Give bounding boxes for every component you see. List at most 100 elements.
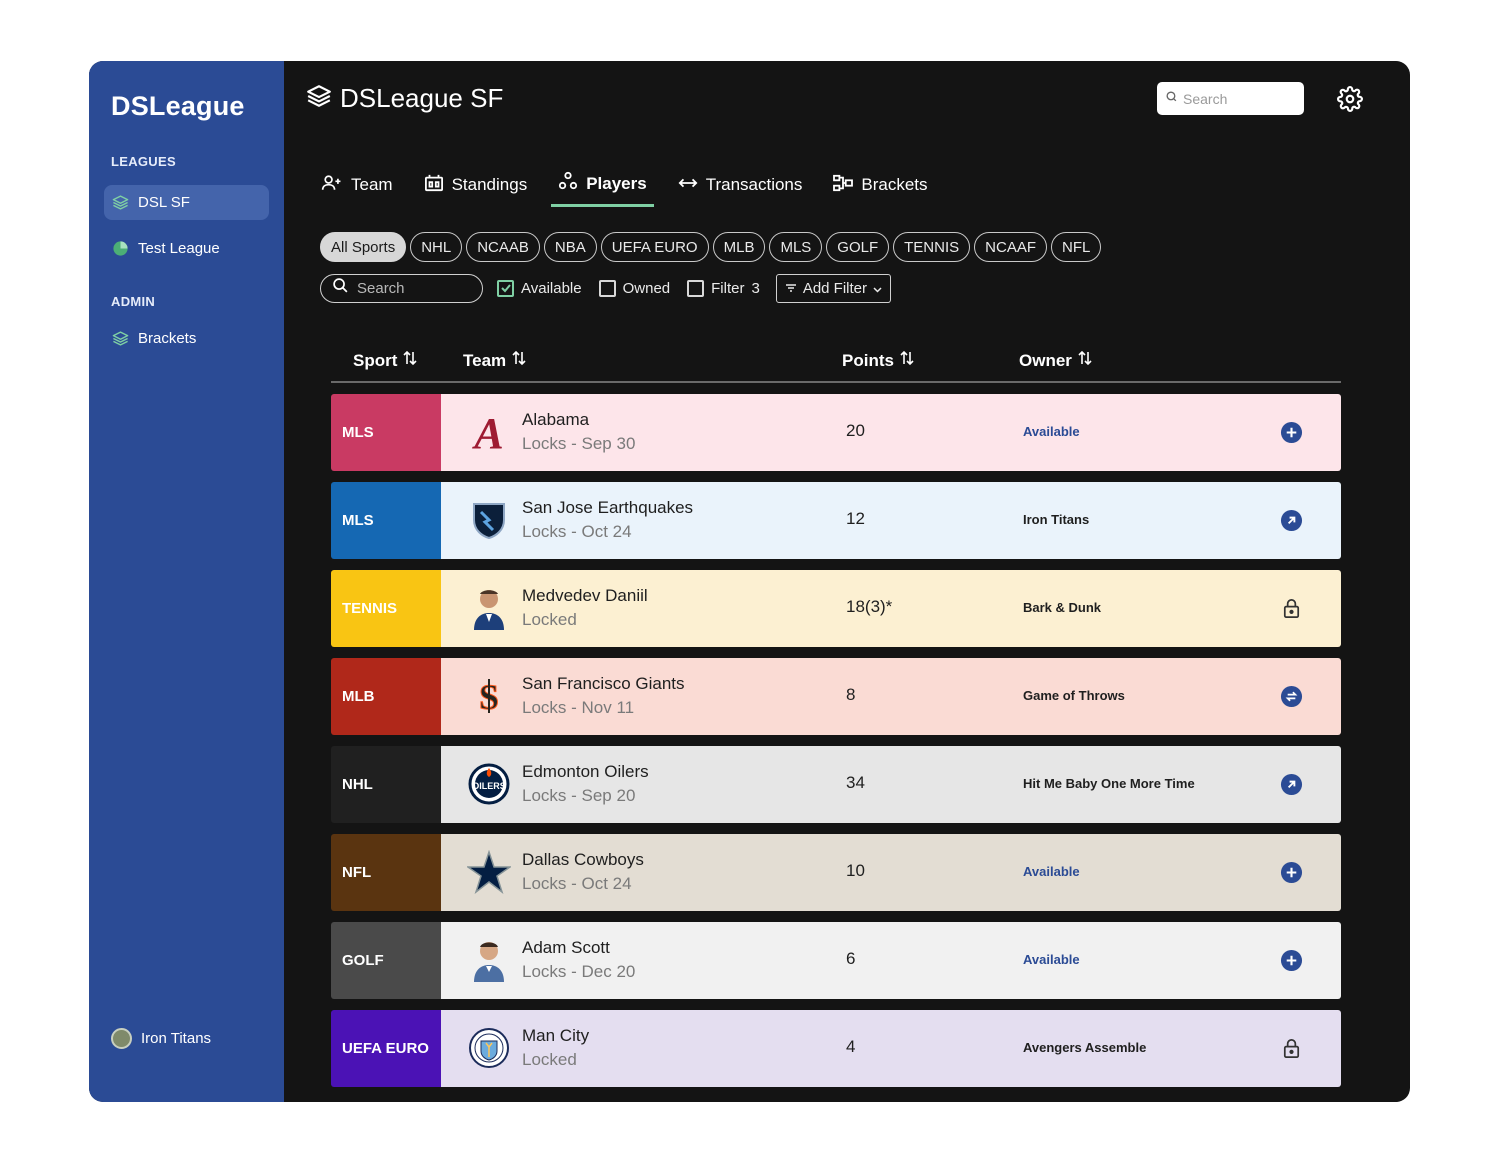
chip-ncaaf[interactable]: NCAAF [974,232,1047,262]
tab-transactions[interactable]: Transactions [671,169,810,201]
main-tabs: Team Standings Players Transactions [314,169,952,207]
chip-mls[interactable]: MLS [769,232,823,262]
tab-team[interactable]: Team [314,169,400,201]
tab-brackets[interactable]: Brackets [826,169,934,201]
tab-players[interactable]: Players [551,169,654,207]
gear-icon[interactable] [1337,86,1363,112]
owner-name: Available [1023,952,1080,967]
points-value: 34 [846,773,865,792]
sort-icon [403,350,417,371]
team-logo-icon: OILERS [467,762,511,806]
tab-label: Standings [451,175,528,194]
add-icon[interactable] [1280,861,1303,884]
lock-status: Locked [522,610,577,629]
layers-icon [306,83,332,114]
sidebar-item-dsl-sf[interactable]: DSL SF [104,185,269,220]
sport-cell: TENNIS [331,570,441,647]
checkbox-unchecked[interactable] [598,279,616,297]
chip-mlb[interactable]: MLB [712,232,766,262]
team-name[interactable]: Alabama [522,410,590,429]
chip-uefa-euro[interactable]: UEFA EURO [600,232,709,262]
player-table-body: MLS A Alabama Locks - Sep 30 20 Available MLS S… [331,394,1341,1098]
table-row[interactable]: MLS A Alabama Locks - Sep 30 20 Available [331,394,1341,471]
player-search[interactable] [320,273,483,303]
layers-icon [112,330,129,347]
arrow-icon[interactable] [1280,509,1303,532]
available-checkbox[interactable]: Available [497,279,582,297]
lock-status: Locks - Sep 30 [522,434,636,453]
tab-label: Team [351,175,393,194]
arrow-icon[interactable] [1280,773,1303,796]
checkbox-unchecked[interactable] [687,279,705,297]
global-search-input[interactable] [1183,90,1293,107]
lock-status: Locks - Sep 20 [522,786,636,805]
tab-standings[interactable]: Standings [417,169,535,201]
column-sport[interactable]: Sport [353,350,417,371]
team-name[interactable]: Dallas Cowboys [522,850,644,869]
checkbox-checked[interactable] [497,279,514,297]
chip-tennis[interactable]: TENNIS [893,232,971,262]
chip-nfl[interactable]: NFL [1051,232,1102,262]
column-points[interactable]: Points [842,350,914,371]
table-row[interactable]: UEFA EURO Man City Locked 4 Avengers Assembl… [331,1010,1341,1087]
column-team[interactable]: Team [463,350,526,371]
table-header: Sport Team Points Owner [331,344,1341,383]
column-label: Points [842,350,894,370]
add-icon[interactable] [1280,421,1303,444]
team-logo-icon [467,1026,511,1070]
add-filter-button[interactable]: Add Filter [775,273,892,303]
app-window: DSLeague LEAGUES DSL SF Test League ADMI… [89,61,1410,1102]
scoreboard-icon [424,174,444,197]
admin-section-label: ADMIN [111,294,156,309]
table-row[interactable]: MLS San Jose Earthquakes Locks - Oct 24 12 I… [331,482,1341,559]
team-name[interactable]: San Francisco Giants [522,674,685,693]
owner-name: Game of Throws [1023,688,1125,703]
chip-golf[interactable]: GOLF [826,232,890,262]
table-row[interactable]: GOLF Adam Scott Locks - Dec 20 6 Available [331,922,1341,999]
team-logo-icon: S [467,674,511,718]
table-row[interactable]: MLB S San Francisco Giants Locks - Nov 11 8 G… [331,658,1341,735]
sport-label: NHL [342,776,373,793]
table-row[interactable]: NHL OILERS Edmonton Oilers Locks - Sep 20 34… [331,746,1341,823]
sidebar-item-label: Test League [138,240,220,257]
global-search[interactable] [1157,82,1304,115]
current-user[interactable]: Iron Titans [111,1028,211,1049]
chip-all-sports[interactable]: All Sports [320,232,407,262]
filter-count: 3 [751,279,760,297]
add-icon[interactable] [1280,949,1303,972]
team-logo-icon [467,498,511,542]
filter-checkbox[interactable]: Filter 3 [687,279,760,297]
page-title: DSLeague SF [340,83,504,113]
row-body: San Jose Earthquakes Locks - Oct 24 12 Iron… [441,482,1341,559]
points-value: 4 [846,1037,856,1056]
page-header: DSLeague SF [306,83,503,114]
lock-status: Locks - Oct 24 [522,874,632,893]
owner-name: Available [1023,424,1080,439]
sport-cell: MLS [331,394,441,471]
player-search-input[interactable] [357,279,472,297]
sidebar-item-test-league[interactable]: Test League [104,231,269,266]
points-value: 18(3)* [846,597,893,616]
chip-ncaab[interactable]: NCAAB [466,232,540,262]
sidebar-item-brackets[interactable]: Brackets [104,321,269,356]
table-row[interactable]: NFL Dallas Cowboys Locks - Oct 24 10 Availab… [331,834,1341,911]
chip-nhl[interactable]: NHL [410,232,463,262]
swap-icon[interactable] [1280,685,1303,708]
owner-name: Iron Titans [1023,512,1090,527]
search-icon [1165,90,1178,108]
user-add-icon [321,174,343,197]
team-name[interactable]: San Jose Earthquakes [522,498,694,517]
owned-checkbox[interactable]: Owned [598,279,670,297]
team-name[interactable]: Edmonton Oilers [522,762,649,781]
table-row[interactable]: TENNIS Medvedev Daniil Locked 18(3)* Bark & … [331,570,1341,647]
team-name[interactable]: Medvedev Daniil [522,586,648,605]
svg-text:A: A [471,410,503,454]
sport-label: MLS [342,424,374,441]
column-owner[interactable]: Owner [1019,350,1092,371]
team-name[interactable]: Man City [522,1026,590,1045]
chip-nba[interactable]: NBA [543,232,597,262]
row-body: S San Francisco Giants Locks - Nov 11 8 Game… [441,658,1341,735]
row-body: Man City Locked 4 Avengers Assemble [441,1010,1341,1087]
team-name[interactable]: Adam Scott [522,938,610,957]
brand-logo[interactable]: DSLeague [111,91,245,121]
